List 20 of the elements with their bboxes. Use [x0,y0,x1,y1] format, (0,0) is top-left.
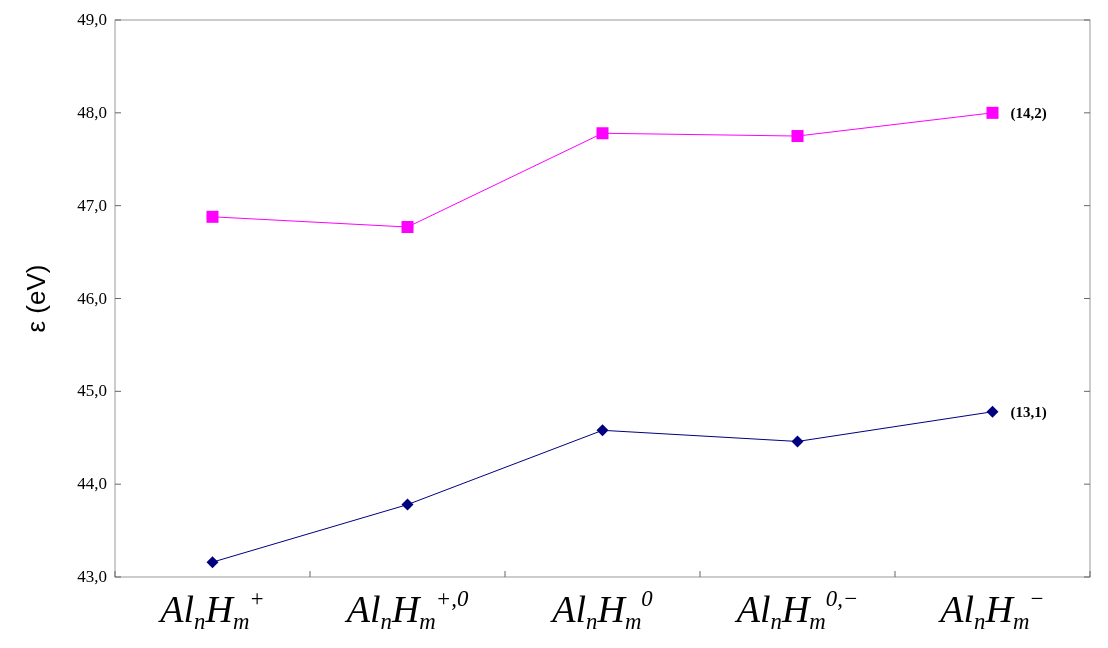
point [596,424,609,437]
y-axis-title: ε (eV) [21,264,51,333]
point [401,498,414,511]
series-label: (14,2) [1010,104,1047,122]
point [791,130,804,143]
series-label: (13,1) [1010,403,1047,421]
point [596,127,609,140]
y-tick-label: 43,0 [77,567,107,586]
point [986,106,999,119]
y-tick-label: 44,0 [77,474,107,494]
y-tick-label: 49,0 [77,10,107,29]
point [401,221,414,234]
point [986,405,999,418]
y-tick-label: 48,0 [77,102,107,122]
y-tick-label: 45,0 [77,381,107,401]
point [206,210,219,223]
point [206,556,219,569]
point [791,435,804,448]
y-tick-label: 46,0 [77,288,107,308]
y-tick-label: 47,0 [77,195,107,215]
